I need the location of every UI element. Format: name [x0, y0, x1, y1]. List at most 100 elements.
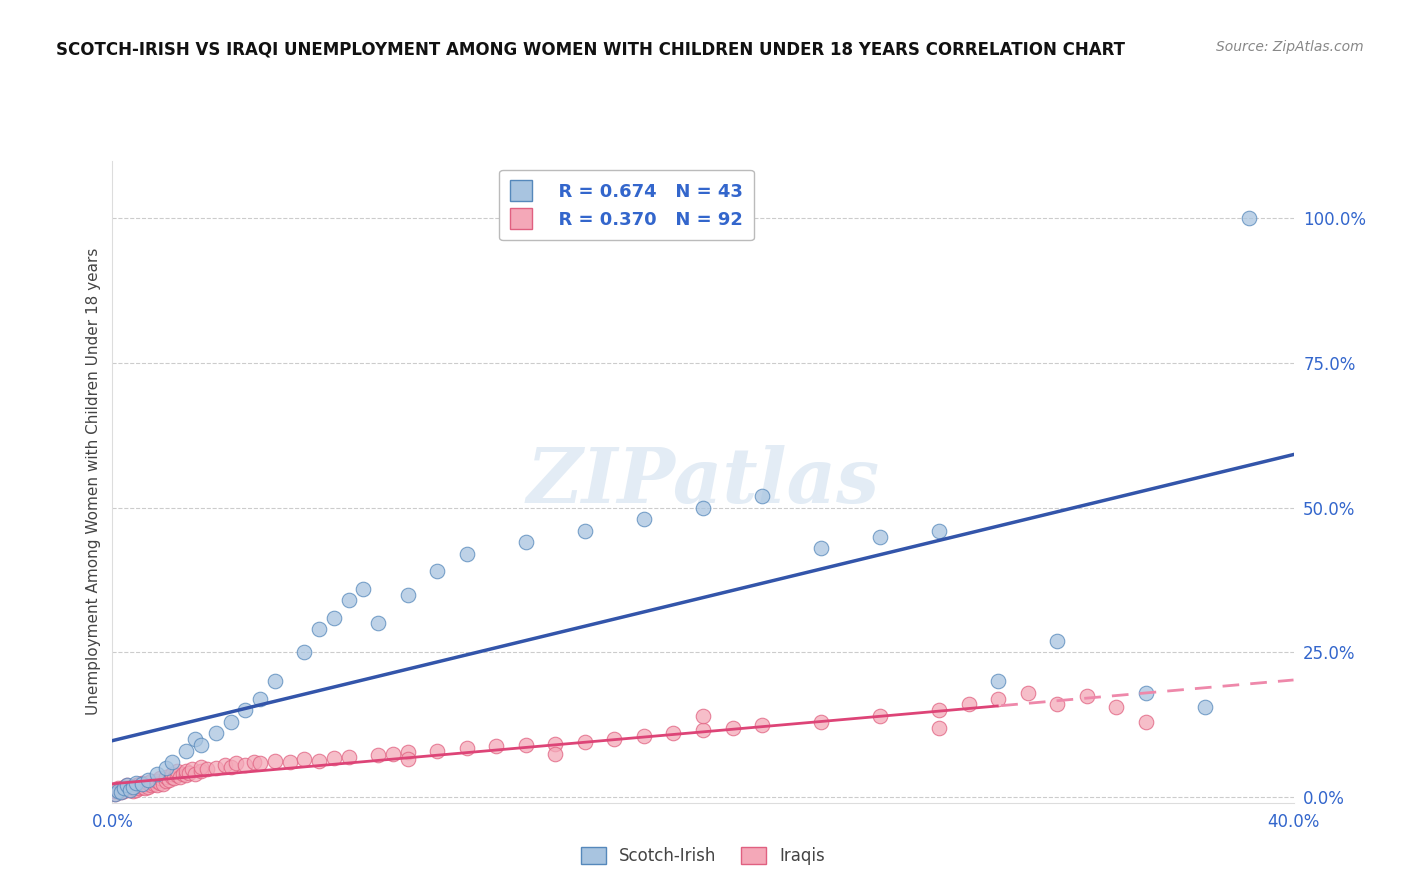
Point [426, 565, 449, 579]
Point [205, 761, 228, 775]
Point [152, 777, 174, 791]
Text: Source: ZipAtlas.com: Source: ZipAtlas.com [1216, 40, 1364, 54]
Point [721, 721, 744, 735]
Point [160, 767, 183, 781]
Point [692, 723, 714, 738]
Point [633, 729, 655, 743]
Point [146, 779, 169, 793]
Point [131, 775, 153, 789]
Point [367, 748, 389, 763]
Point [120, 780, 142, 794]
Point [179, 765, 201, 780]
Point [149, 772, 172, 786]
Point [107, 784, 129, 798]
Point [1239, 211, 1261, 226]
Point [1194, 700, 1216, 714]
Point [337, 749, 360, 764]
Point [190, 764, 212, 778]
Point [136, 780, 159, 794]
Point [264, 674, 287, 689]
Point [1076, 689, 1098, 703]
Point [107, 781, 129, 796]
Point [957, 698, 980, 712]
Point [104, 787, 127, 801]
Point [117, 779, 138, 793]
Point [308, 754, 330, 768]
Point [515, 535, 537, 549]
Point [104, 784, 127, 798]
Point [278, 756, 301, 770]
Point [426, 744, 449, 758]
Point [128, 781, 150, 796]
Y-axis label: Unemployment Among Women with Children Under 18 years: Unemployment Among Women with Children U… [86, 248, 101, 715]
Point [104, 787, 127, 801]
Point [174, 764, 197, 778]
Point [122, 780, 145, 794]
Point [166, 768, 188, 782]
Point [249, 691, 271, 706]
Point [117, 781, 138, 796]
Point [662, 726, 685, 740]
Point [382, 747, 405, 761]
Point [136, 775, 159, 789]
Point [928, 721, 950, 735]
Point [214, 758, 236, 772]
Point [323, 750, 346, 764]
Point [292, 645, 315, 659]
Point [136, 772, 159, 787]
Point [112, 781, 135, 796]
Point [149, 775, 172, 789]
Point [131, 780, 153, 794]
Point [485, 739, 508, 753]
Point [1105, 700, 1128, 714]
Point [633, 512, 655, 526]
Point [751, 717, 773, 731]
Point [134, 777, 156, 791]
Point [225, 756, 247, 771]
Point [157, 772, 180, 787]
Point [139, 779, 162, 793]
Point [112, 780, 135, 794]
Point [352, 582, 374, 596]
Point [110, 783, 132, 797]
Point [987, 691, 1010, 706]
Point [184, 767, 207, 781]
Text: ZIPatlas: ZIPatlas [526, 445, 880, 518]
Point [120, 783, 142, 797]
Point [219, 714, 242, 729]
Point [131, 777, 153, 791]
Point [160, 770, 183, 784]
Point [603, 732, 626, 747]
Point [1135, 714, 1157, 729]
Point [110, 785, 132, 799]
Legend: Scotch-Irish, Iraqis: Scotch-Irish, Iraqis [574, 840, 832, 871]
Point [110, 785, 132, 799]
Point [337, 593, 360, 607]
Point [456, 740, 478, 755]
Point [184, 732, 207, 747]
Point [219, 760, 242, 774]
Point [987, 674, 1010, 689]
Point [396, 752, 419, 766]
Point [128, 777, 150, 791]
Point [125, 783, 148, 797]
Point [107, 784, 129, 798]
Point [928, 703, 950, 717]
Text: SCOTCH-IRISH VS IRAQI UNEMPLOYMENT AMONG WOMEN WITH CHILDREN UNDER 18 YEARS CORR: SCOTCH-IRISH VS IRAQI UNEMPLOYMENT AMONG… [56, 40, 1125, 58]
Point [456, 547, 478, 561]
Point [1017, 686, 1039, 700]
Point [190, 760, 212, 774]
Point [205, 726, 228, 740]
Point [172, 767, 194, 781]
Point [396, 587, 419, 601]
Point [181, 762, 204, 776]
Point [810, 541, 832, 556]
Point [146, 773, 169, 788]
Point [155, 770, 177, 784]
Point [751, 489, 773, 503]
Point [139, 773, 162, 788]
Point [692, 709, 714, 723]
Point [233, 703, 256, 717]
Point [174, 768, 197, 782]
Point [367, 616, 389, 631]
